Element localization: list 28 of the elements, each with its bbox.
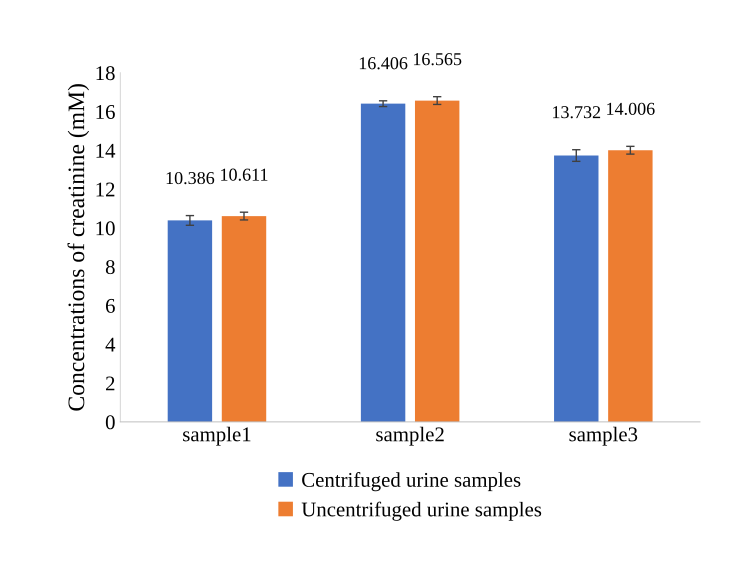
data-label: 16.565 (414, 53, 462, 66)
bar (554, 156, 598, 422)
data-label: 13.732 (553, 106, 600, 118)
data-label: 16.406 (360, 57, 408, 70)
legend-label: Centrifuged urine samples (302, 472, 520, 492)
data-label: 10.386 (166, 172, 214, 184)
bar (414, 100, 460, 422)
bar (608, 150, 653, 422)
y-tick-label: 2 (106, 376, 114, 390)
bar (168, 220, 212, 422)
y-tick-label: 18 (96, 66, 115, 80)
y-tick-label: 12 (96, 182, 114, 196)
y-tick-label: 14 (96, 144, 116, 158)
y-tick-label: 10 (96, 221, 115, 236)
y-tick-label: 8 (106, 260, 115, 274)
bar (360, 104, 406, 422)
legend-label: Uncentrifuged urine samples (302, 502, 542, 521)
y-tick-label: 6 (106, 298, 115, 313)
bar (222, 216, 266, 422)
x-tick-label: sample1 (183, 426, 250, 446)
x-tick-label: sample2 (376, 426, 444, 446)
y-axis-title: Concentrations of creatinine (mM) (67, 84, 90, 411)
data-label: 14.006 (607, 102, 655, 115)
data-label: 10.611 (221, 168, 268, 181)
y-tick-label: 0 (106, 415, 115, 430)
x-tick-label: sample3 (569, 426, 638, 446)
y-tick-label: 4 (105, 338, 116, 352)
y-tick-label: 16 (96, 104, 115, 119)
